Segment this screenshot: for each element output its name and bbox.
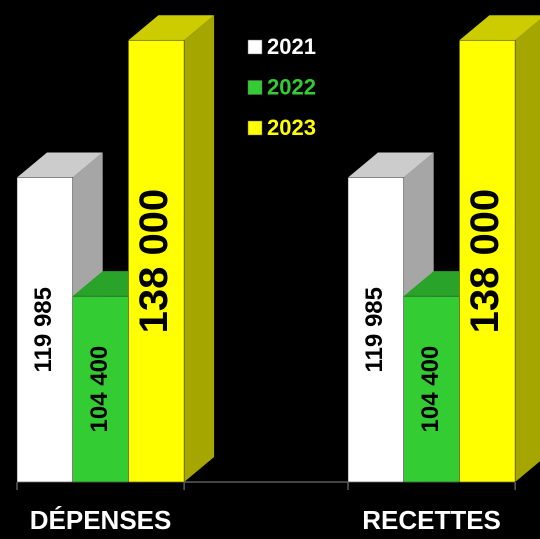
bar-top bbox=[128, 15, 215, 41]
bar-side bbox=[515, 19, 540, 482]
x-tick-label: RECETTES bbox=[362, 505, 501, 535]
value-label: 119 985 bbox=[30, 287, 57, 372]
value-label: 138 000 bbox=[132, 189, 176, 334]
value-label: 104 400 bbox=[86, 346, 113, 433]
legend-swatch bbox=[247, 39, 263, 55]
legend-label: 2021 bbox=[267, 34, 316, 59]
value-label: 104 400 bbox=[417, 346, 444, 433]
legend-swatch bbox=[247, 80, 263, 95]
bar bbox=[16, 177, 73, 483]
bar-side bbox=[184, 15, 215, 482]
value-label: 138 000 bbox=[463, 189, 507, 334]
value-label: 119 985 bbox=[361, 287, 388, 372]
bar-top bbox=[459, 15, 540, 41]
x-tick-label: DÉPENSES bbox=[30, 505, 172, 535]
legend-label: 2023 bbox=[267, 115, 316, 140]
bar bbox=[403, 295, 460, 483]
bar bbox=[459, 39, 516, 483]
bar-top bbox=[348, 152, 434, 178]
bar bbox=[128, 39, 185, 483]
bar-top bbox=[17, 152, 103, 178]
legend-label: 2022 bbox=[267, 74, 316, 99]
bar bbox=[72, 295, 129, 483]
legend-swatch bbox=[247, 120, 263, 136]
